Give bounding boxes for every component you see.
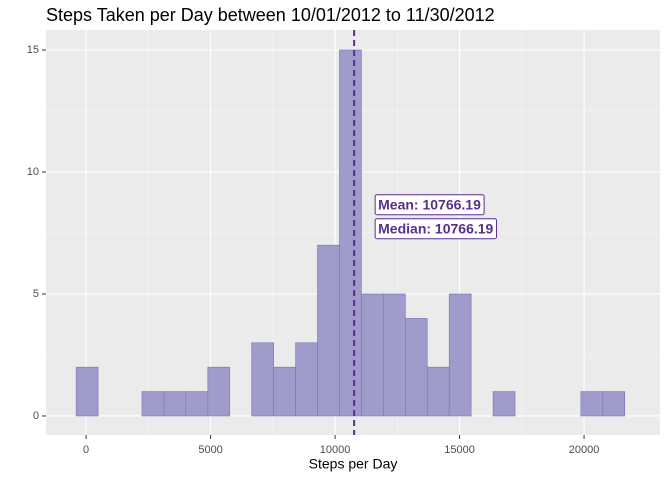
- bar: [602, 391, 626, 417]
- x-tick-label: 10000: [320, 444, 351, 456]
- x-tick-label: 5000: [198, 444, 222, 456]
- bar: [383, 293, 406, 417]
- bar: [185, 391, 209, 417]
- bar: [75, 366, 99, 417]
- bar: [141, 391, 165, 417]
- annotation-label: Median: 10766.19: [378, 221, 493, 237]
- bar: [295, 342, 318, 417]
- bar: [580, 391, 604, 417]
- bar: [273, 366, 296, 417]
- bar: [163, 391, 187, 417]
- bar: [251, 342, 274, 417]
- bar: [405, 318, 428, 417]
- bar: [361, 293, 384, 417]
- chart-title: Steps Taken per Day between 10/01/2012 t…: [46, 5, 495, 25]
- bar: [448, 293, 472, 417]
- bar: [426, 366, 450, 417]
- x-tick-label: 15000: [444, 444, 475, 456]
- annotation-box: [374, 194, 485, 216]
- annotation-label: Mean: 10766.19: [378, 197, 481, 213]
- bar: [339, 49, 362, 417]
- bar: [207, 366, 231, 417]
- annotation-box: [374, 218, 498, 240]
- y-tick-label: 0: [33, 410, 39, 422]
- x-tick-label: 20000: [569, 444, 600, 456]
- x-axis-title: Steps per Day: [309, 456, 398, 472]
- y-tick-label: 10: [27, 166, 39, 178]
- y-tick-label: 5: [33, 288, 39, 300]
- y-tick-label: 15: [27, 44, 39, 56]
- x-tick-label: 0: [83, 444, 89, 456]
- bar: [492, 391, 516, 417]
- bar: [317, 244, 340, 417]
